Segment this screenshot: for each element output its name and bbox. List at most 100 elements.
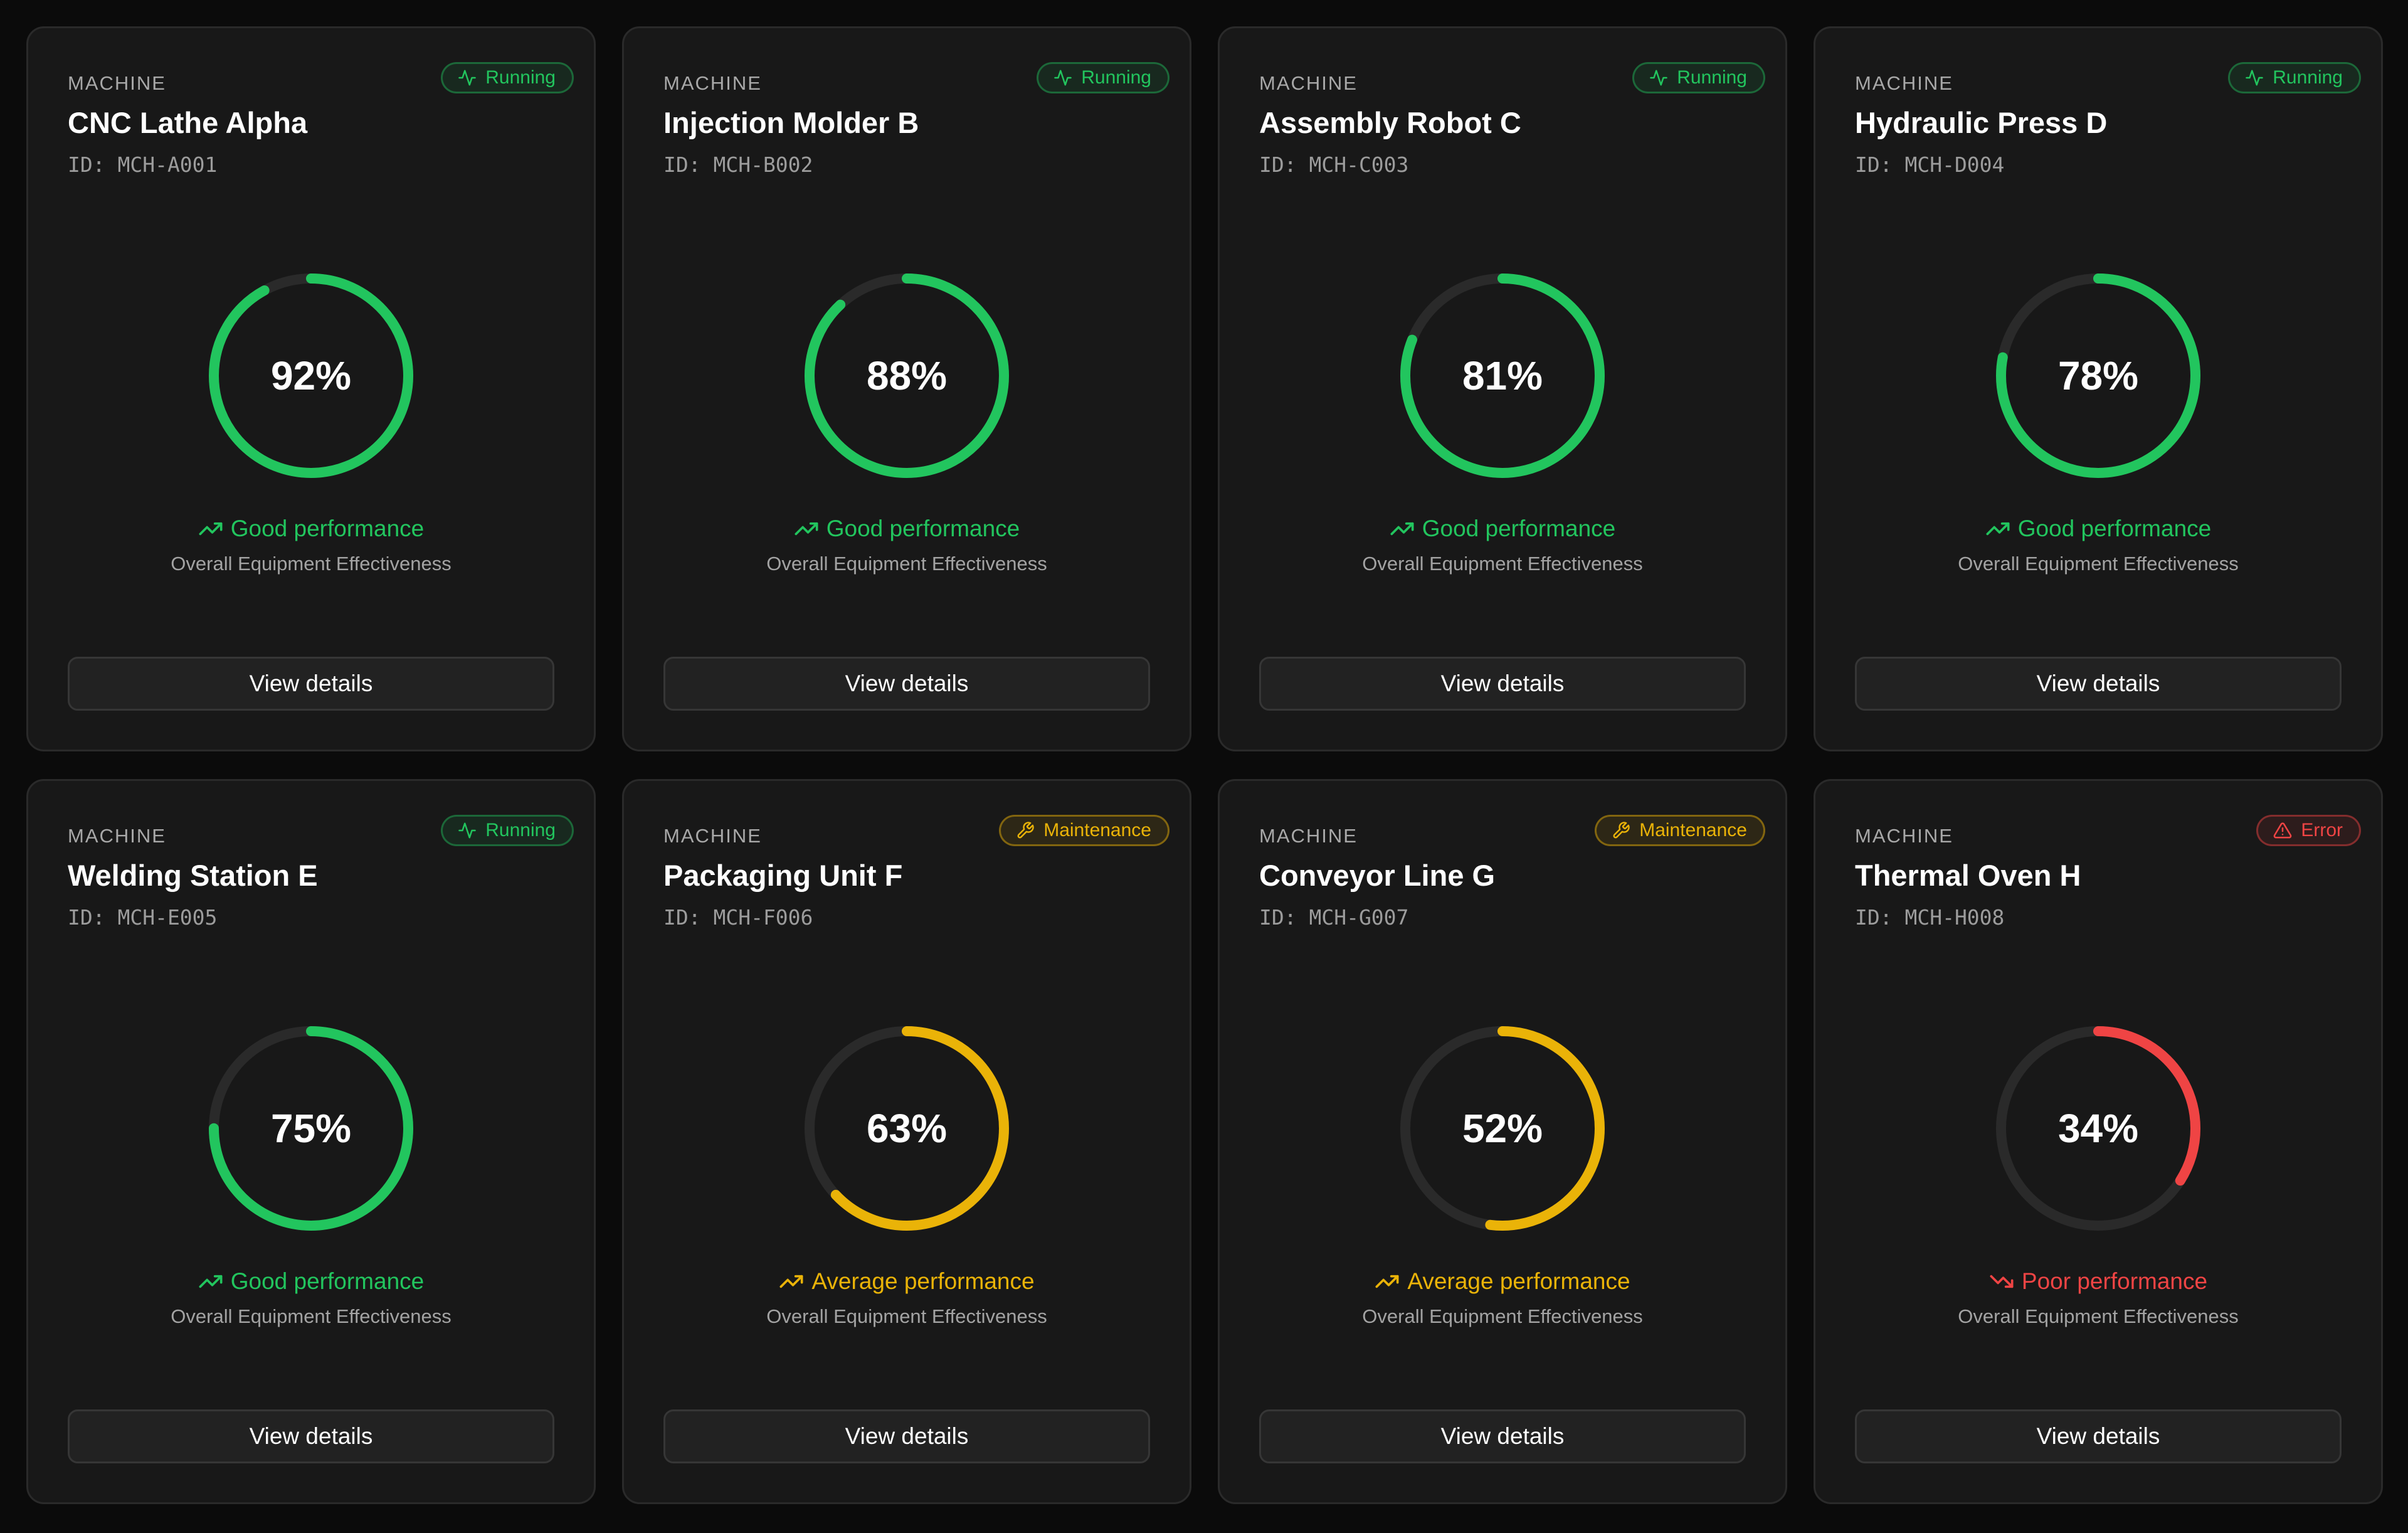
machine-name: Assembly Robot C <box>1259 106 1521 139</box>
status-badge: Maintenance <box>999 815 1170 846</box>
view-details-button[interactable]: View details <box>663 1409 1150 1463</box>
machine-grid: MACHINE CNC Lathe Alpha ID: MCH-A001 Run… <box>26 26 2383 1504</box>
view-details-button[interactable]: View details <box>68 1409 554 1463</box>
machine-kicker: MACHINE <box>1855 825 1953 847</box>
activity-icon <box>1649 68 1668 87</box>
oee-value: 52% <box>1462 1105 1543 1151</box>
view-details-button[interactable]: View details <box>1259 1409 1746 1463</box>
status-badge: Running <box>2228 62 2361 93</box>
gauge-arc <box>805 1026 1009 1231</box>
oee-gauge: 78% <box>1992 269 2205 482</box>
machine-card: MACHINE Assembly Robot C ID: MCH-C003 Ru… <box>1218 26 1787 751</box>
machine-kicker: MACHINE <box>68 825 166 847</box>
status-label: Error <box>2301 820 2343 841</box>
machine-id: ID: MCH-A001 <box>68 152 218 177</box>
machine-id: ID: MCH-B002 <box>663 152 813 177</box>
oee-gauge-ring <box>805 273 1009 478</box>
oee-value: 75% <box>270 1105 352 1151</box>
oee-caption: Overall Equipment Effectiveness <box>1958 1305 2239 1327</box>
machine-card: MACHINE Welding Station E ID: MCH-E005 R… <box>26 779 596 1504</box>
oee-caption: Overall Equipment Effectiveness <box>1362 552 1643 575</box>
machine-card: MACHINE Injection Molder B ID: MCH-B002 … <box>622 26 1191 751</box>
view-details-button[interactable]: View details <box>1855 657 2342 711</box>
activity-icon <box>1054 68 1072 87</box>
machine-kicker: MACHINE <box>68 72 166 94</box>
status-label: Running <box>1677 67 1747 88</box>
machine-card: MACHINE CNC Lathe Alpha ID: MCH-A001 Run… <box>26 26 596 751</box>
performance-label: Good performance <box>230 516 425 542</box>
machine-id: ID: MCH-E005 <box>68 904 218 930</box>
oee-value: 92% <box>270 353 352 398</box>
performance-indicator: Good performance <box>68 1269 554 1294</box>
view-details-button[interactable]: View details <box>1855 1409 2342 1463</box>
performance-indicator: Good performance <box>663 516 1150 541</box>
performance-indicator: Poor performance <box>1855 1269 2342 1294</box>
performance-label: Average performance <box>811 1268 1035 1295</box>
status-badge: Running <box>1632 62 1765 93</box>
trending-up-icon <box>198 516 223 541</box>
oee-caption: Overall Equipment Effectiveness <box>1362 1305 1643 1327</box>
trending-up-icon <box>1985 516 2010 541</box>
machine-id: ID: MCH-H008 <box>1855 904 2005 930</box>
view-details-button[interactable]: View details <box>1259 657 1746 711</box>
oee-gauge-ring <box>1400 1026 1605 1231</box>
oee-value: 88% <box>866 353 948 398</box>
activity-icon <box>458 68 477 87</box>
machine-name: Injection Molder B <box>663 106 919 139</box>
machine-kicker: MACHINE <box>1855 72 1953 94</box>
performance-indicator: Good performance <box>68 516 554 541</box>
machine-card: MACHINE Packaging Unit F ID: MCH-F006 Ma… <box>622 779 1191 1504</box>
activity-icon <box>2245 68 2264 87</box>
machine-name: Packaging Unit F <box>663 859 903 892</box>
status-label: Maintenance <box>1639 820 1747 841</box>
machine-kicker: MACHINE <box>663 72 762 94</box>
status-label: Running <box>2273 67 2343 88</box>
performance-label: Average performance <box>1407 1268 1630 1295</box>
machine-id: ID: MCH-C003 <box>1259 152 1409 177</box>
machine-name: CNC Lathe Alpha <box>68 106 308 139</box>
status-badge: Running <box>441 815 574 846</box>
gauge-arc <box>209 273 413 478</box>
trending-up-icon <box>1390 516 1415 541</box>
oee-gauge: 52% <box>1396 1022 1609 1235</box>
oee-gauge-ring <box>209 273 413 478</box>
machine-card: MACHINE Conveyor Line G ID: MCH-G007 Mai… <box>1218 779 1787 1504</box>
trending-up-icon <box>198 1269 223 1294</box>
oee-value: 78% <box>2057 353 2139 398</box>
view-details-button[interactable]: View details <box>663 657 1150 711</box>
trending-up-icon <box>779 1269 804 1294</box>
status-label: Running <box>485 820 556 841</box>
oee-gauge: 81% <box>1396 269 1609 482</box>
oee-value: 63% <box>866 1105 948 1151</box>
machine-name: Thermal Oven H <box>1855 859 2081 892</box>
status-badge: Maintenance <box>1595 815 1765 846</box>
oee-gauge: 88% <box>800 269 1013 482</box>
oee-caption: Overall Equipment Effectiveness <box>171 1305 452 1327</box>
performance-indicator: Average performance <box>663 1269 1150 1294</box>
gauge-arc <box>1400 273 1605 478</box>
gauge-arc <box>805 273 1009 478</box>
oee-caption: Overall Equipment Effectiveness <box>171 552 452 575</box>
performance-indicator: Average performance <box>1259 1269 1746 1294</box>
trending-down-icon <box>1989 1269 2014 1294</box>
gauge-arc <box>1400 1026 1605 1231</box>
view-details-button[interactable]: View details <box>68 657 554 711</box>
oee-caption: Overall Equipment Effectiveness <box>766 1305 1047 1327</box>
performance-indicator: Good performance <box>1855 516 2342 541</box>
trending-up-icon <box>794 516 819 541</box>
oee-value: 81% <box>1462 353 1543 398</box>
performance-label: Good performance <box>230 1268 425 1295</box>
oee-gauge: 92% <box>204 269 418 482</box>
oee-gauge-ring <box>805 1026 1009 1231</box>
machine-kicker: MACHINE <box>1259 825 1358 847</box>
oee-gauge: 63% <box>800 1022 1013 1235</box>
machine-name: Welding Station E <box>68 859 318 892</box>
machine-card: MACHINE Hydraulic Press D ID: MCH-D004 R… <box>1814 26 2383 751</box>
activity-icon <box>458 821 477 840</box>
alert-triangle-icon <box>2273 821 2292 840</box>
status-badge: Running <box>1037 62 1170 93</box>
trending-up-icon <box>1375 1269 1400 1294</box>
machine-id: ID: MCH-D004 <box>1855 152 2005 177</box>
machine-name: Conveyor Line G <box>1259 859 1496 892</box>
performance-label: Good performance <box>826 516 1020 542</box>
